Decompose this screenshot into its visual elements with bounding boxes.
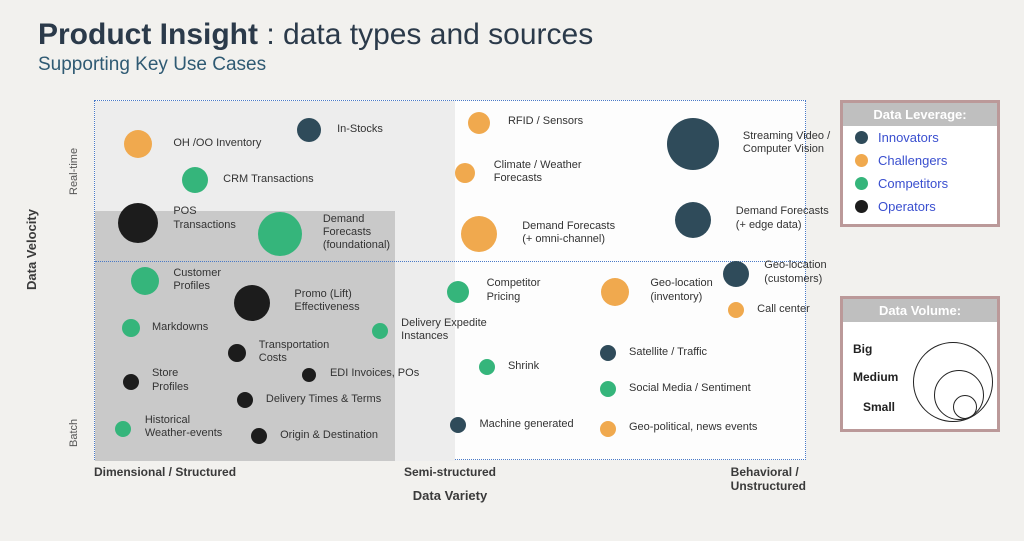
bubble (455, 163, 475, 183)
bubble (131, 267, 159, 295)
legend-row: Challengers (843, 149, 997, 172)
bubble (122, 319, 140, 337)
plot-area: OH /OO Inventory In-Stocks CRM Transaction… (94, 100, 806, 460)
bubble-label: Geo-political, news events (629, 421, 757, 434)
bubble-label: Shrink (508, 360, 539, 373)
bubble (447, 281, 469, 303)
title-rest: : data types and sources (258, 18, 593, 51)
legend-dot (855, 131, 868, 144)
bubble-label: Geo-location(inventory) (650, 277, 712, 303)
legend-leverage-title: Data Leverage: (843, 103, 997, 126)
title-block: Product Insight : data types and sources… (0, 0, 1024, 76)
volume-label: Small (863, 400, 895, 414)
legend-data-leverage: Data Leverage: Innovators Challengers Comp… (840, 100, 1000, 227)
bubble-label: POSTransactions (173, 205, 236, 231)
bubble-label: DemandForecasts(foundational) (323, 213, 390, 253)
x-tick: Dimensional / Structured (94, 465, 236, 479)
bubble-label: CRM Transactions (223, 173, 313, 186)
bubble (723, 261, 749, 287)
bubble-label: HistoricalWeather-events (145, 414, 222, 440)
x-axis-label: Data Variety (94, 488, 806, 503)
bubble (251, 428, 267, 444)
y-tick: Batch (68, 419, 80, 447)
bubble-label: TransportationCosts (259, 339, 330, 365)
legend-label: Innovators (878, 130, 939, 145)
legend-row: Competitors (843, 172, 997, 195)
legend-dot (855, 154, 868, 167)
legend-label: Competitors (878, 176, 948, 191)
title-strong: Product Insight (38, 18, 258, 51)
legend-dot (855, 177, 868, 190)
x-tick: Semi-structured (404, 465, 496, 479)
bubble-label: Delivery Times & Terms (266, 393, 381, 406)
bubble (600, 381, 616, 397)
bubble-chart: Data Velocity Real-timeBatch OH /OO Inve… (38, 100, 808, 510)
bubble (124, 130, 152, 158)
y-axis-label: Data Velocity (24, 209, 39, 290)
bubble-label: Demand Forecasts(+ omni-channel) (522, 220, 615, 246)
bubble (667, 118, 719, 170)
legend-data-volume: Data Volume: Big Medium Small (840, 296, 1000, 432)
bubble-label: Promo (Lift)Effectiveness (294, 288, 359, 314)
mid-divider (95, 261, 805, 262)
volume-label: Medium (853, 370, 898, 384)
bubble (461, 216, 497, 252)
bubble-label: CompetitorPricing (487, 277, 541, 303)
page-subtitle: Supporting Key Use Cases (38, 54, 1024, 76)
volume-label: Big (853, 342, 872, 356)
volume-circle (953, 395, 977, 419)
bubble-label: Satellite / Traffic (629, 346, 707, 359)
legend-dot (855, 200, 868, 213)
bubble (450, 417, 466, 433)
bubble (123, 374, 139, 390)
bubble (258, 212, 302, 256)
bubble-label: RFID / Sensors (508, 115, 583, 128)
bubble (228, 344, 246, 362)
bubble-label: Origin & Destination (280, 429, 378, 442)
bubble (675, 202, 711, 238)
bubble-label: OH /OO Inventory (173, 137, 261, 150)
bubble (234, 285, 270, 321)
bubble (302, 368, 316, 382)
bubble (237, 392, 253, 408)
y-tick: Real-time (68, 148, 80, 195)
bubble-label: Demand Forecasts(+ edge data) (736, 205, 856, 231)
bubble-label: Machine generated (479, 418, 573, 431)
bubble (297, 118, 321, 142)
bubble (115, 421, 131, 437)
bubble (118, 203, 158, 243)
legend-volume-title: Data Volume: (843, 299, 997, 322)
bubble (372, 323, 388, 339)
bubble (182, 167, 208, 193)
bubble-label: Geo-location(customers) (764, 259, 884, 285)
bubble (468, 112, 490, 134)
page-title: Product Insight : data types and sources (38, 18, 1024, 52)
bubble (600, 421, 616, 437)
bubble-label: Climate / WeatherForecasts (494, 159, 582, 185)
bubble-label: Markdowns (152, 321, 208, 334)
bubble-label: EDI Invoices, POs (330, 367, 419, 380)
bubble-label: In-Stocks (337, 123, 383, 136)
legend-label: Operators (878, 199, 936, 214)
bubble (728, 302, 744, 318)
bubble-label: StoreProfiles (152, 367, 189, 393)
bubble-label: Delivery ExpediteInstances (401, 317, 487, 343)
bubble (600, 345, 616, 361)
bubble (479, 359, 495, 375)
legend-row: Operators (843, 195, 997, 218)
bubble-label: CustomerProfiles (173, 267, 221, 293)
bubble (601, 278, 629, 306)
bubble-label: Social Media / Sentiment (629, 382, 751, 395)
legend-row: Innovators (843, 126, 997, 149)
legend-label: Challengers (878, 153, 947, 168)
